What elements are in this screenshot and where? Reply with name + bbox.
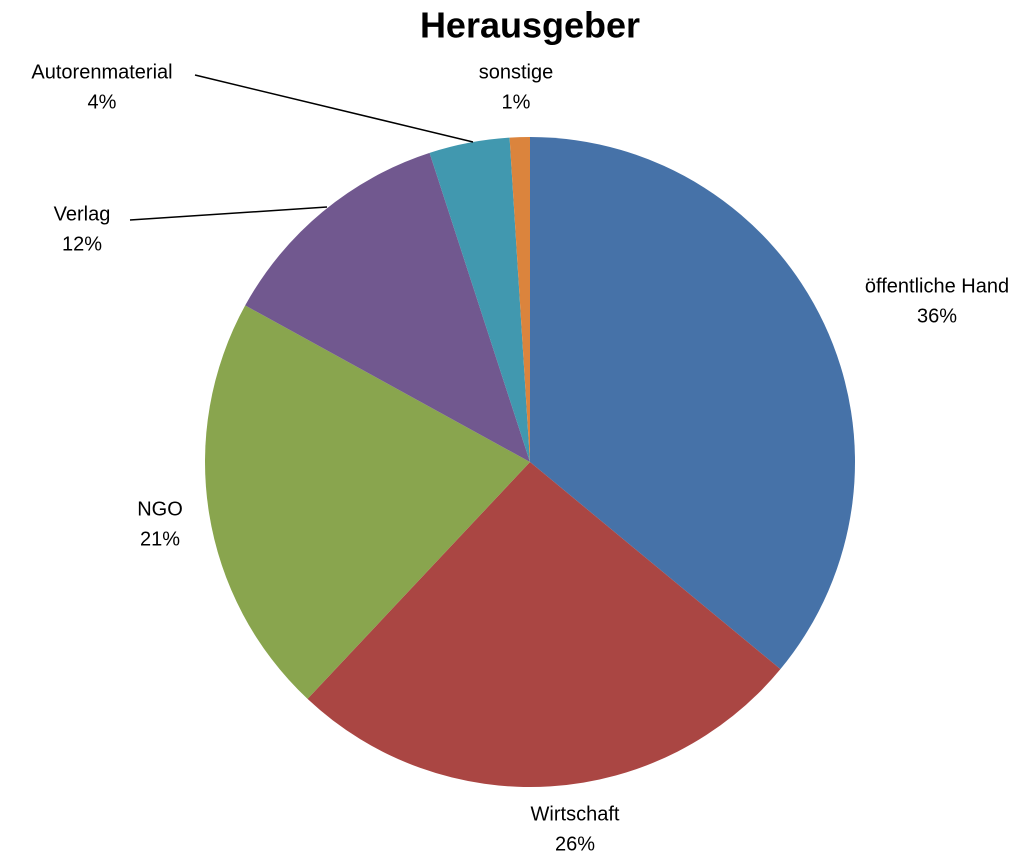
pie-slice xyxy=(205,305,531,699)
leader-line xyxy=(194,74,474,143)
pie-slice xyxy=(429,137,530,463)
chart-title: Herausgeber xyxy=(420,5,640,46)
slice-value-label: 4% xyxy=(88,91,117,113)
pie-slice xyxy=(307,462,781,787)
slice-value-label: 21% xyxy=(140,528,180,550)
slice-label: Wirtschaft xyxy=(531,803,620,825)
slice-value-label: 36% xyxy=(917,305,957,327)
pie-slice xyxy=(245,152,531,463)
slice-label: NGO xyxy=(137,498,183,520)
pie-slice xyxy=(530,137,855,670)
slice-label: Autorenmaterial xyxy=(31,61,172,83)
slice-label: sonstige xyxy=(479,61,554,83)
slice-value-label: 26% xyxy=(555,833,595,855)
slice-value-label: 12% xyxy=(62,233,102,255)
pie-slice xyxy=(509,137,530,462)
leader-line xyxy=(129,206,328,221)
slice-label: öffentliche Hand xyxy=(865,275,1009,297)
slice-label: Verlag xyxy=(54,203,111,225)
slice-value-label: 1% xyxy=(502,91,531,113)
